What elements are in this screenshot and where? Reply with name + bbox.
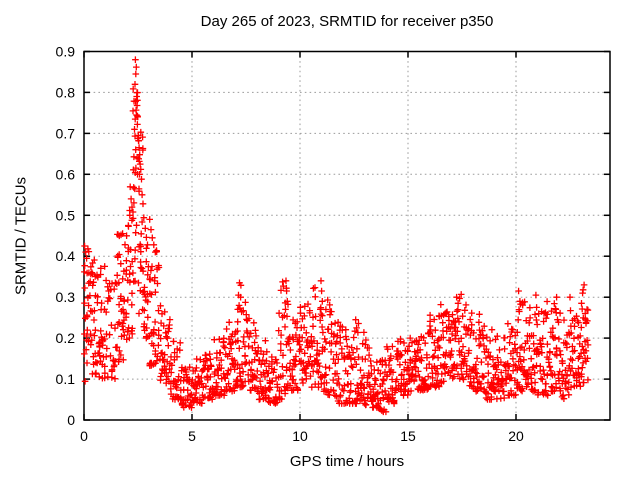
x-tick-label: 20 [508, 428, 524, 444]
x-tick-label: 10 [292, 428, 308, 444]
plot-border [83, 50, 611, 421]
y-tick-label: 0.5 [56, 207, 76, 223]
scatter-points [81, 56, 592, 416]
y-tick-label: 0.2 [56, 330, 76, 346]
y-tick-label: 0.1 [56, 371, 76, 387]
y-tick-label: 0.7 [56, 125, 76, 141]
grid-lines [84, 51, 610, 420]
chart-title: Day 265 of 2023, SRMTID for receiver p35… [200, 13, 494, 30]
y-tick-label: 0.9 [56, 44, 76, 60]
x-axis-label: GPS time / hours [289, 453, 405, 470]
y-tick-label: 0.6 [56, 166, 76, 182]
x-tick-label: 5 [188, 428, 196, 444]
y-tick-label: 0 [67, 412, 75, 428]
y-tick-labels: 0 0.1 0.2 0.3 0.4 0.5 0.6 0.7 0.8 0.9 [56, 44, 76, 429]
y-tick-label: 0.8 [56, 84, 76, 100]
x-tick-label: 15 [400, 428, 416, 444]
y-tick-label: 0.4 [56, 248, 76, 264]
x-tick-label: 0 [80, 428, 88, 444]
x-tick-labels: 0 5 10 15 20 [80, 428, 524, 444]
axis-ticks [83, 50, 610, 421]
y-tick-label: 0.3 [56, 289, 76, 305]
